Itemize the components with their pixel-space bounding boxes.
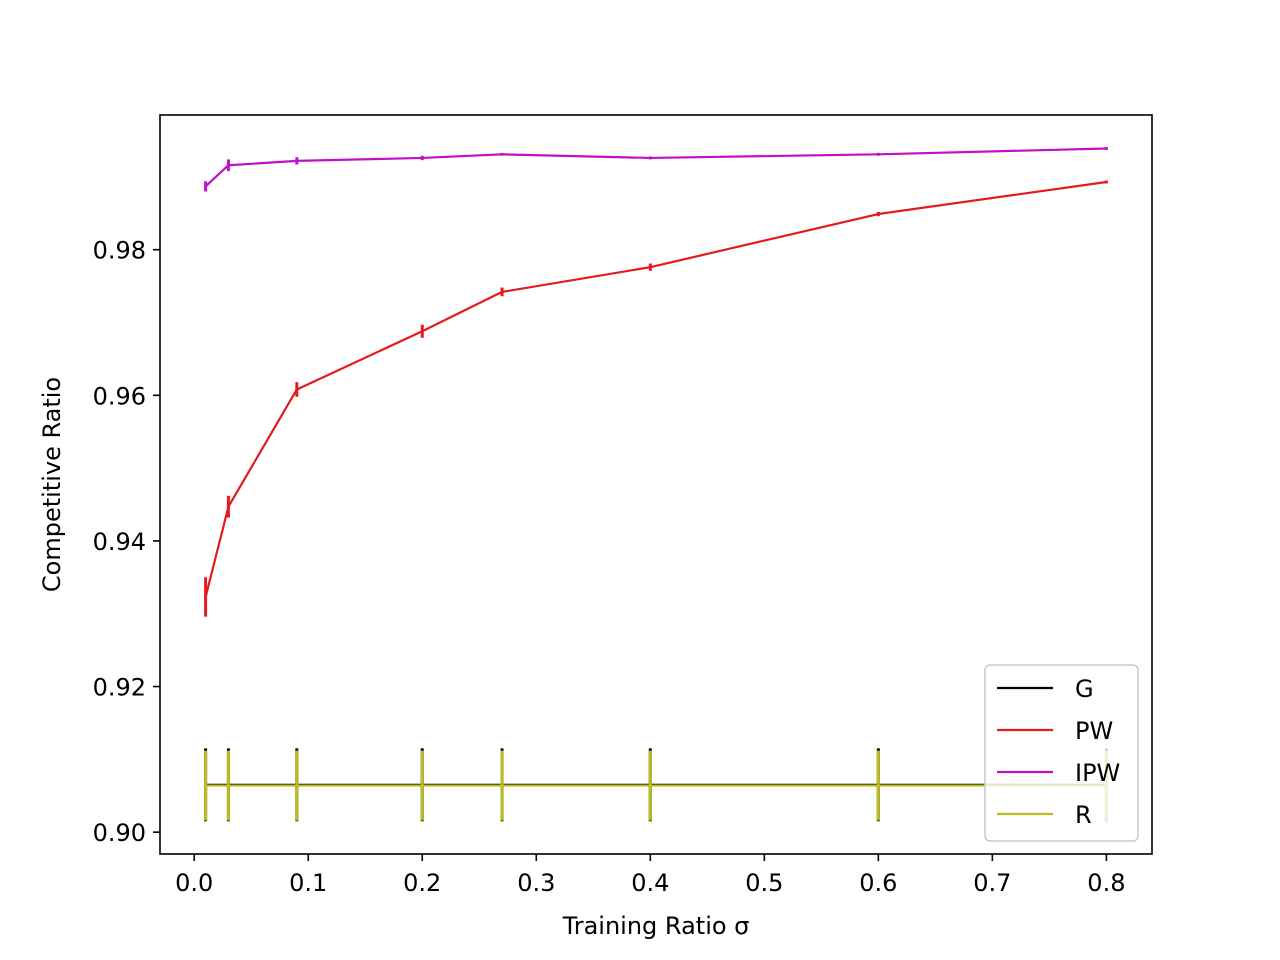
x-axis-ticks: 0.0 0.1 0.2 0.3 0.4 0.5 0.6 0.7 0.8 [175, 854, 1125, 897]
x-tick-label: 0.1 [289, 869, 327, 897]
y-tick-label: 0.92 [93, 674, 146, 702]
y-tick-label: 0.90 [93, 819, 146, 847]
x-tick-label: 0.5 [745, 869, 783, 897]
x-tick-label: 0.3 [517, 869, 555, 897]
legend-label-ipw: IPW [1075, 759, 1120, 787]
y-axis-label: Competitive Ratio [38, 377, 66, 592]
series-ipw [204, 147, 1108, 192]
x-tick-label: 0.2 [403, 869, 441, 897]
x-tick-label: 0.8 [1087, 869, 1125, 897]
y-axis-ticks: 0.90 0.92 0.94 0.96 0.98 [93, 237, 160, 847]
series-line-pw [204, 180, 1107, 598]
legend-label-r: R [1075, 801, 1092, 829]
axes-frame [159, 114, 1153, 855]
series-r [204, 750, 1108, 821]
x-tick-label: 0.6 [859, 869, 897, 897]
legend: G PW IPW R [984, 664, 1139, 842]
x-tick-label: 0.4 [631, 869, 669, 897]
y-tick-label: 0.96 [93, 382, 146, 410]
y-tick-label: 0.98 [93, 237, 146, 265]
series-pw [204, 180, 1108, 617]
legend-label-g: G [1075, 675, 1094, 703]
x-axis-label: Training Ratio σ [562, 912, 750, 940]
series-line-ipw [204, 147, 1107, 188]
x-tick-label: 0.0 [175, 869, 213, 897]
legend-box [984, 664, 1139, 842]
y-tick-label: 0.94 [93, 528, 146, 556]
x-tick-label: 0.7 [973, 869, 1011, 897]
legend-label-pw: PW [1075, 717, 1113, 745]
